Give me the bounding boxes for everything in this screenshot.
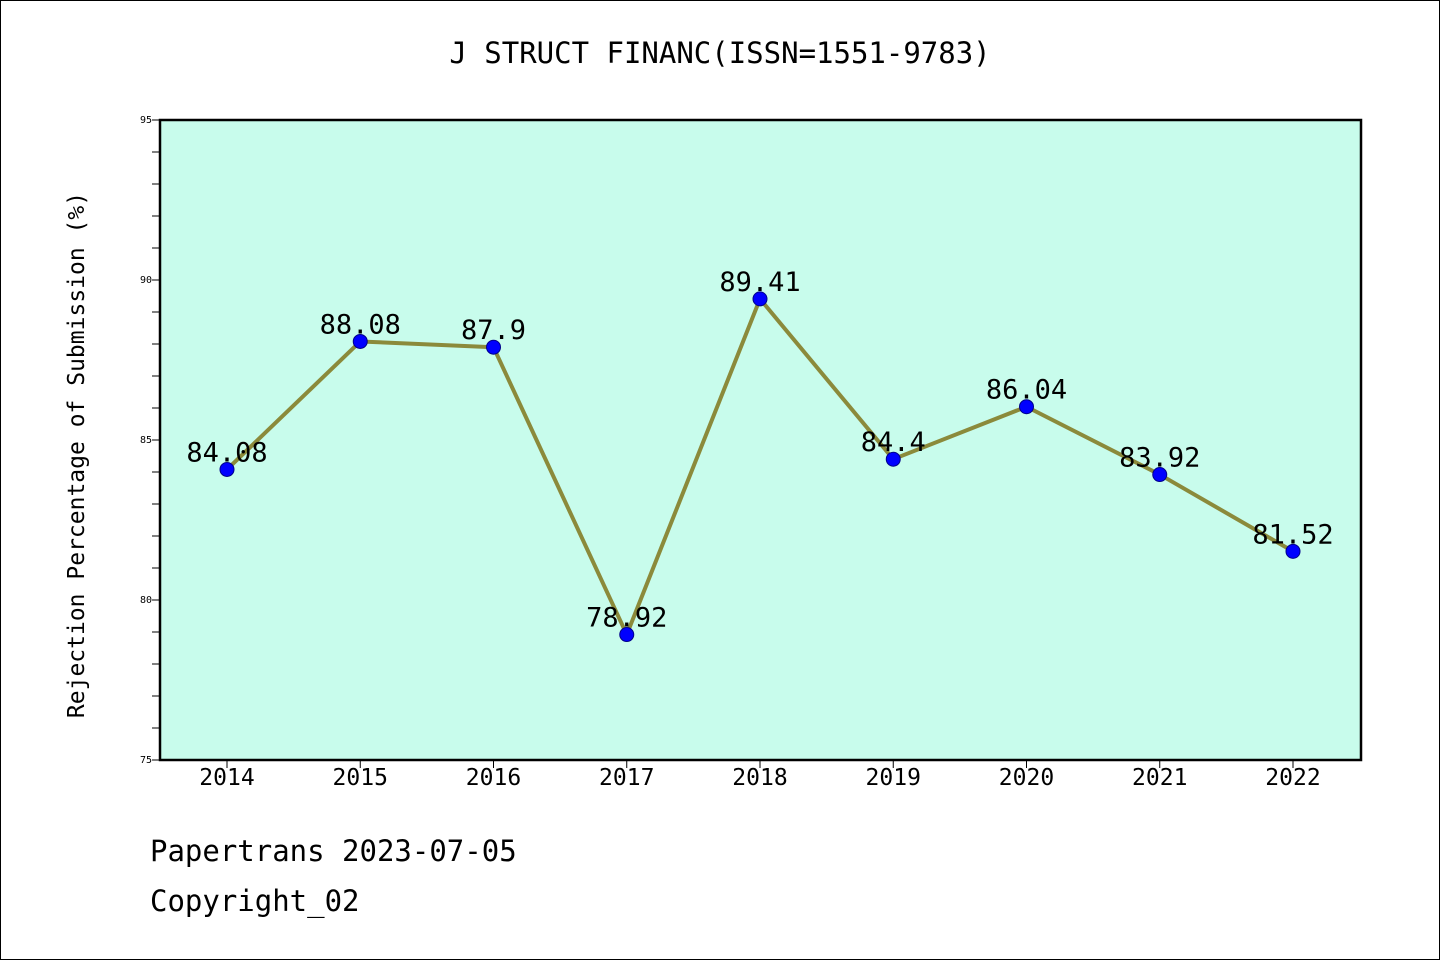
data-point-marker — [1019, 399, 1034, 415]
plot-area — [158, 118, 1363, 762]
data-label: 84.4 — [861, 427, 926, 458]
x-tick-label: 2020 — [999, 765, 1054, 791]
x-tick-label: 2021 — [1132, 765, 1187, 791]
data-label: 86.04 — [986, 375, 1067, 406]
x-tick-label: 2022 — [1265, 765, 1320, 791]
data-label: 88.08 — [320, 309, 401, 340]
x-tick-label: 2019 — [866, 765, 921, 791]
x-tick-label: 2014 — [199, 765, 254, 791]
data-label: 81.52 — [1252, 519, 1333, 550]
data-point-marker — [1285, 543, 1301, 559]
y-tick-label: 80 — [140, 595, 152, 606]
data-label: 83.92 — [1119, 443, 1200, 474]
y-axis-label: Rejection Percentage of Submission (%) — [64, 192, 90, 718]
data-label: 89.41 — [719, 267, 800, 298]
data-point-marker — [1152, 467, 1168, 483]
data-point-marker — [885, 451, 901, 467]
data-label: 78.92 — [586, 603, 667, 634]
data-point-marker — [752, 291, 768, 307]
x-tick-label: 2016 — [466, 765, 521, 791]
y-tick-label: 95 — [140, 115, 152, 126]
data-label: 87.9 — [461, 315, 526, 346]
x-tick-label: 2017 — [599, 765, 654, 791]
y-tick-label: 85 — [140, 435, 152, 446]
data-point-marker — [486, 339, 501, 355]
footer-copyright-line: Copyright_02 — [150, 884, 360, 918]
data-point-marker — [219, 461, 235, 477]
y-tick-label: 90 — [140, 275, 152, 286]
footer-date-line: Papertrans 2023-07-05 — [150, 834, 517, 868]
chart-title: J STRUCT FINANC(ISSN=1551-9783) — [449, 36, 991, 70]
x-tick-label: 2015 — [333, 765, 388, 791]
data-point-marker — [352, 333, 368, 349]
y-tick-label: 75 — [140, 755, 152, 766]
data-point-marker — [619, 627, 635, 643]
data-label: 84.08 — [186, 437, 267, 468]
x-tick-label: 2018 — [732, 765, 787, 791]
